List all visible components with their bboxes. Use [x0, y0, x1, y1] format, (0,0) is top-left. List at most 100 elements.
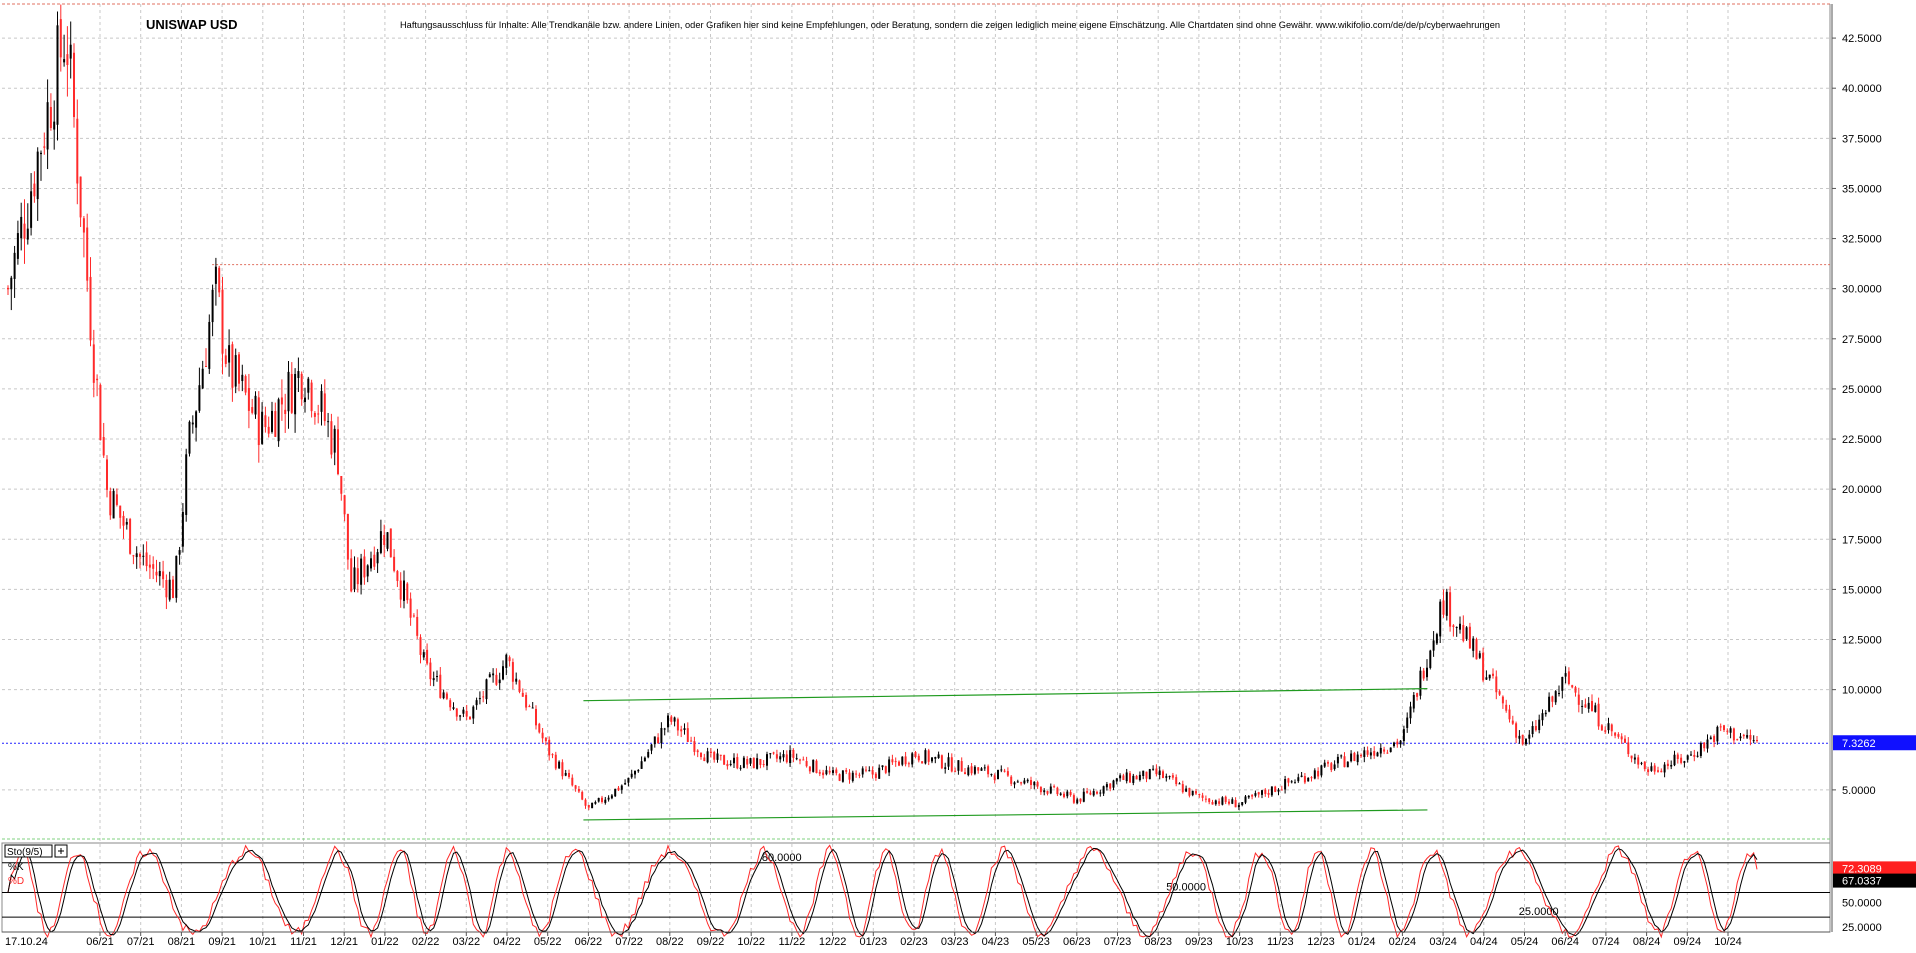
candle-body — [56, 25, 59, 125]
candle-body — [610, 795, 613, 799]
osc-d-line — [7, 847, 1758, 938]
candle-body — [1736, 739, 1739, 741]
candle-body — [531, 707, 534, 709]
candle-body — [1069, 791, 1072, 796]
candle-body — [865, 769, 867, 771]
disclaimer-text: Haftungsausschluss für Inhalte: Alle Tre… — [400, 20, 1500, 30]
candle-body — [696, 750, 699, 753]
candle-body — [495, 674, 498, 685]
candle-body — [1224, 796, 1227, 803]
candle-body — [271, 410, 273, 432]
candle-body — [954, 770, 957, 772]
candle-body — [1525, 738, 1527, 745]
candle-body — [861, 768, 864, 775]
candle-body — [1709, 737, 1712, 740]
candle-body — [663, 728, 666, 730]
candle-body — [327, 421, 330, 423]
time-tick-label: 04/22 — [493, 936, 521, 948]
candle-body — [53, 121, 56, 130]
candle-body — [568, 772, 570, 777]
candle-body — [1594, 705, 1597, 712]
candle-body — [676, 719, 679, 731]
candle-body — [1633, 757, 1636, 760]
candle-body — [927, 750, 930, 762]
candle-body — [564, 772, 567, 776]
candle-body — [1360, 755, 1362, 757]
candle-body — [917, 755, 920, 761]
candle-body — [607, 797, 610, 800]
candle-body — [1597, 703, 1600, 727]
candle-body — [1158, 770, 1161, 776]
candle-body — [485, 679, 488, 700]
candle-body — [445, 693, 448, 699]
candle-body — [122, 515, 125, 526]
candle-body — [1429, 650, 1432, 668]
candle-body — [1643, 761, 1646, 770]
candle-body — [175, 555, 178, 598]
candle-body — [1000, 769, 1003, 771]
candle-body — [231, 344, 234, 388]
candle-body — [855, 773, 858, 775]
candle-body — [1294, 782, 1296, 784]
candle-body — [7, 287, 9, 290]
candle-body — [630, 773, 633, 778]
candle-body — [1439, 601, 1442, 637]
time-tick-label: 06/21 — [86, 936, 114, 948]
candle-body — [1003, 770, 1006, 772]
price-tick-label: 10.0000 — [1842, 685, 1882, 697]
candle-body — [1076, 799, 1079, 804]
candle-body — [1584, 704, 1587, 708]
osc-k-line — [7, 844, 1758, 939]
candle-body — [1020, 782, 1023, 784]
candle-body — [356, 568, 359, 585]
candle-body — [881, 765, 884, 768]
candle-body — [459, 715, 462, 717]
candle-body — [267, 426, 270, 434]
candle-body — [426, 649, 429, 664]
candle-body — [488, 674, 491, 678]
candle-body — [1346, 761, 1349, 768]
candle-body — [1518, 735, 1521, 739]
time-tick-label: 08/24 — [1633, 936, 1661, 948]
candle-body — [251, 407, 254, 413]
candle-body — [403, 580, 405, 601]
candle-body — [498, 679, 501, 684]
candle-body — [1627, 742, 1630, 755]
time-tick-label: 02/24 — [1389, 936, 1417, 948]
candle-body — [1254, 793, 1257, 796]
osc-d-value-box — [1833, 873, 1916, 888]
candle-body — [416, 616, 419, 636]
candle-body — [1726, 730, 1729, 732]
candle-body — [185, 454, 188, 515]
candle-body — [1125, 772, 1128, 782]
price-tick-label: 32.5000 — [1842, 234, 1882, 246]
candle-body — [1465, 627, 1468, 639]
candle-body — [709, 751, 712, 753]
time-axis: 17.10.24 06/21 07/21 08/21 09/21 10/21 11/21 12… — [2, 931, 1830, 948]
candle-body — [1653, 765, 1656, 772]
candle-body — [16, 233, 19, 259]
candle-body — [716, 753, 719, 760]
candle-body — [1323, 762, 1326, 767]
time-tick-label: 01/22 — [371, 936, 399, 948]
candle-body — [330, 421, 333, 455]
candle-body — [1267, 792, 1270, 795]
candle-body — [1280, 789, 1283, 791]
candle-body — [1749, 735, 1752, 740]
candle-body — [990, 774, 993, 776]
candle-body — [997, 770, 999, 780]
candle-body — [1402, 729, 1405, 742]
candle-body — [1528, 734, 1531, 739]
candle-body — [620, 785, 623, 790]
candle-body — [33, 183, 36, 197]
candle-body — [1495, 676, 1498, 693]
candle-body — [851, 772, 854, 781]
candle-body — [1178, 783, 1181, 785]
candle-body — [13, 252, 16, 279]
candle-body — [1508, 709, 1511, 720]
candle-body — [132, 555, 135, 557]
candle-body — [406, 583, 409, 601]
candle-body — [1366, 750, 1369, 755]
candle-body — [195, 411, 198, 428]
candle-body — [624, 783, 627, 785]
